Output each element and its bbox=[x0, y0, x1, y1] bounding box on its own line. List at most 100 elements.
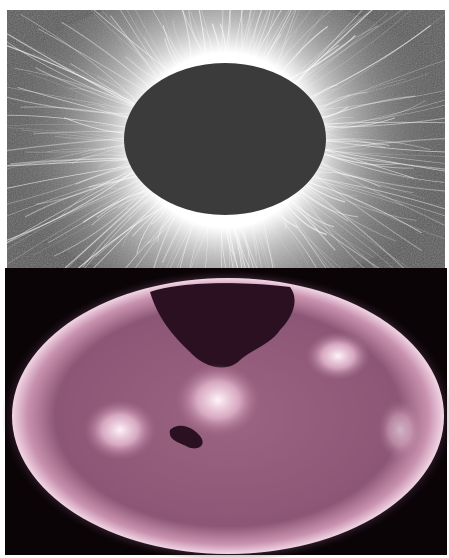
corona-ray bbox=[195, 213, 210, 268]
corona-ray bbox=[320, 161, 414, 193]
corona-ray bbox=[324, 137, 445, 151]
corona-ray bbox=[284, 199, 380, 268]
corona-ray bbox=[120, 10, 166, 80]
corona-ray bbox=[176, 212, 198, 268]
corona-ray bbox=[32, 191, 153, 256]
corona-ray bbox=[265, 33, 282, 72]
corona-ray bbox=[264, 10, 295, 72]
corona-ray bbox=[300, 10, 412, 92]
corona-ray bbox=[190, 214, 216, 268]
corona-ray bbox=[128, 197, 162, 221]
corona-ray bbox=[38, 28, 148, 93]
corona-ray bbox=[310, 178, 404, 206]
corona-ray bbox=[312, 13, 445, 104]
corona-ray bbox=[319, 106, 349, 118]
corona-ray bbox=[125, 56, 163, 83]
active-region bbox=[176, 364, 260, 436]
corona-ray bbox=[221, 10, 224, 66]
corona-ray bbox=[7, 41, 137, 106]
corona-ray bbox=[96, 76, 140, 102]
corona-ray bbox=[248, 10, 282, 68]
corona-ray bbox=[277, 203, 330, 268]
corona-ray bbox=[20, 14, 139, 103]
corona-ray bbox=[299, 189, 410, 268]
corona-ray bbox=[25, 71, 131, 116]
corona-ray bbox=[126, 202, 170, 268]
corona-ray bbox=[234, 214, 257, 268]
corona-ray bbox=[179, 211, 197, 268]
corona-ray bbox=[324, 138, 432, 151]
corona-ray bbox=[55, 135, 126, 142]
corona-ray bbox=[125, 207, 182, 268]
corona-ray bbox=[64, 117, 126, 134]
corona-ray bbox=[7, 86, 134, 111]
corona-ray bbox=[157, 205, 178, 243]
corona-ray bbox=[249, 212, 258, 255]
corona-ray bbox=[286, 35, 356, 82]
corona-ray bbox=[17, 86, 130, 118]
dark-spot bbox=[169, 425, 203, 449]
corona-ray bbox=[323, 153, 445, 183]
corona-ray bbox=[132, 201, 169, 237]
corona-ray bbox=[99, 160, 129, 168]
corona-ray bbox=[234, 214, 240, 256]
corona-ray bbox=[255, 10, 290, 69]
corona-ray bbox=[7, 179, 141, 244]
moon-disk bbox=[124, 63, 326, 215]
corona-ray bbox=[307, 181, 422, 234]
corona-ray bbox=[61, 21, 153, 90]
corona-ray bbox=[237, 214, 250, 268]
corona-ray bbox=[109, 176, 139, 190]
corona-ray bbox=[189, 212, 203, 268]
corona-ray bbox=[7, 137, 126, 152]
corona-ray bbox=[270, 10, 332, 74]
corona-ray bbox=[87, 104, 130, 118]
active-region bbox=[84, 400, 156, 460]
corona-ray bbox=[182, 10, 212, 67]
corona-ray bbox=[189, 10, 211, 66]
corona-ray bbox=[7, 33, 136, 107]
corona-ray bbox=[34, 66, 136, 109]
corona-ray bbox=[297, 10, 370, 89]
corona-ray bbox=[213, 214, 218, 252]
corona-photo bbox=[7, 10, 445, 268]
corona-ray bbox=[219, 10, 223, 66]
corona-ray bbox=[271, 206, 341, 268]
corona-ray bbox=[241, 10, 243, 67]
corona-ray bbox=[235, 214, 246, 268]
corona-ray bbox=[160, 209, 188, 268]
corona-ray bbox=[246, 213, 259, 268]
corona-ray bbox=[314, 94, 351, 108]
corona-ray bbox=[71, 154, 128, 165]
corona-ray bbox=[48, 144, 126, 164]
corona-ray bbox=[96, 185, 146, 218]
corona-ray bbox=[10, 158, 129, 165]
corona-ray bbox=[305, 183, 346, 203]
corona-ray bbox=[47, 148, 127, 155]
corona-ray bbox=[292, 10, 373, 86]
corona-ray bbox=[247, 10, 252, 68]
corona-ray bbox=[35, 167, 133, 205]
corona-ray bbox=[252, 10, 263, 69]
corona-ray bbox=[162, 24, 185, 72]
corona-ray bbox=[134, 205, 178, 268]
corona-ray bbox=[226, 214, 239, 268]
corona-ray bbox=[274, 204, 287, 229]
corona-ray bbox=[7, 172, 136, 217]
corona-ray bbox=[161, 10, 183, 73]
corona-ray bbox=[324, 142, 372, 150]
corona-ray bbox=[323, 153, 399, 165]
corona-ray bbox=[261, 10, 312, 71]
corona-ray bbox=[316, 90, 445, 111]
corona-ray bbox=[181, 10, 193, 70]
corona-ray bbox=[267, 207, 317, 268]
corona-ray bbox=[317, 92, 368, 114]
corona-ray bbox=[21, 129, 126, 143]
corona-ray bbox=[227, 10, 231, 66]
corona-ray bbox=[7, 144, 126, 170]
corona-ray bbox=[229, 214, 243, 268]
corona-ray bbox=[7, 165, 132, 189]
corona-ray bbox=[36, 69, 140, 102]
corona-ray bbox=[292, 10, 404, 86]
